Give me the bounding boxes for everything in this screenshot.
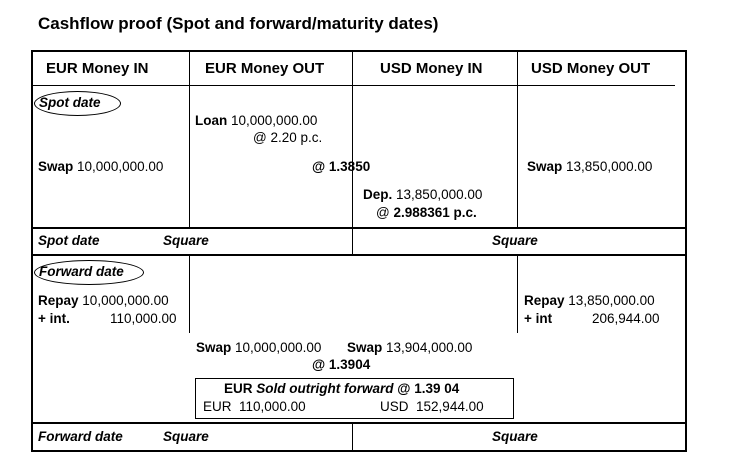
forward-square-usd: Square (492, 429, 538, 444)
outright-usd-amount: 152,944.00 (416, 399, 484, 414)
repay-label: Repay (524, 293, 565, 308)
swap-amount: 10,000,000.00 (235, 340, 322, 355)
forward-swap-usd: Swap 13,904,000.00 (347, 340, 472, 355)
spot-swap-eur: Swap 10,000,000.00 (38, 159, 163, 174)
forward-square-eur: Square (163, 429, 209, 444)
outright-eur: EUR 110,000.00 (203, 399, 306, 414)
outright-forward-box (195, 378, 514, 419)
swap-label: Swap (347, 340, 383, 355)
forward-rate: @ 1.3904 (312, 357, 371, 372)
spot-square-usd: Square (492, 233, 538, 248)
deposit-rate: @ 2.988361 p.c. (376, 205, 477, 220)
outright-usd: USD 152,944.00 (380, 399, 484, 414)
repay-amount: 10,000,000.00 (82, 293, 169, 308)
dep-amount: 13,850,000.00 (396, 187, 483, 202)
col-header-usd-in: USD Money IN (380, 60, 483, 77)
outright-rate: @ 1.39 04 (397, 381, 460, 396)
deposit-entry: Dep. 13,850,000.00 (363, 187, 482, 202)
swap-label: Swap (196, 340, 232, 355)
repay-eur: Repay 10,000,000.00 (38, 293, 169, 308)
repay-label: Repay (38, 293, 79, 308)
swap-amount: 13,850,000.00 (566, 159, 653, 174)
spot-date-label: Spot date (39, 95, 101, 110)
outright-title: Sold outright forward (256, 381, 394, 396)
forward-date-label: Forward date (39, 264, 124, 279)
int-eur-label: + int. (38, 311, 70, 326)
swap-label: Swap (38, 159, 74, 174)
spot-square-eur: Square (163, 233, 209, 248)
col-header-eur-out: EUR Money OUT (205, 60, 325, 77)
outright-eur-label: EUR (203, 399, 232, 414)
loan-entry: Loan 10,000,000.00 (195, 113, 317, 128)
loan-amount: 10,000,000.00 (231, 113, 318, 128)
outright-eur-amount: 110,000.00 (239, 399, 306, 414)
dep-rate-value: 2.988361 p.c. (393, 205, 477, 220)
dep-rate-prefix: @ (376, 205, 390, 220)
loan-label: Loan (195, 113, 228, 128)
outright-usd-label: USD (380, 399, 409, 414)
forward-footer-label: Forward date (38, 429, 123, 444)
loan-rate: @ 2.20 p.c. (253, 130, 323, 145)
int-eur-amount: 110,000.00 (110, 311, 177, 326)
page-title: Cashflow proof (Spot and forward/maturit… (38, 14, 439, 33)
spot-footer-label: Spot date (38, 233, 100, 248)
dep-label: Dep. (363, 187, 393, 202)
int-usd-label: + int (524, 311, 553, 326)
col-header-usd-out: USD Money OUT (531, 60, 651, 77)
spot-date-oval (34, 91, 121, 116)
forward-date-oval (34, 260, 144, 285)
int-usd-amount: 206,944.00 (592, 311, 660, 326)
spot-swap-usd: Swap 13,850,000.00 (527, 159, 652, 174)
repay-amount: 13,850,000.00 (568, 293, 655, 308)
spot-rate: @ 1.3850 (312, 159, 371, 174)
swap-label: Swap (527, 159, 563, 174)
outright-currency: EUR (224, 381, 253, 396)
col-header-eur-in: EUR Money IN (46, 60, 149, 77)
forward-swap-eur: Swap 10,000,000.00 (196, 340, 321, 355)
repay-usd: Repay 13,850,000.00 (524, 293, 655, 308)
swap-amount: 10,000,000.00 (77, 159, 164, 174)
swap-amount: 13,904,000.00 (386, 340, 473, 355)
outright-forward-heading: EUR Sold outright forward @ 1.39 04 (224, 381, 459, 396)
